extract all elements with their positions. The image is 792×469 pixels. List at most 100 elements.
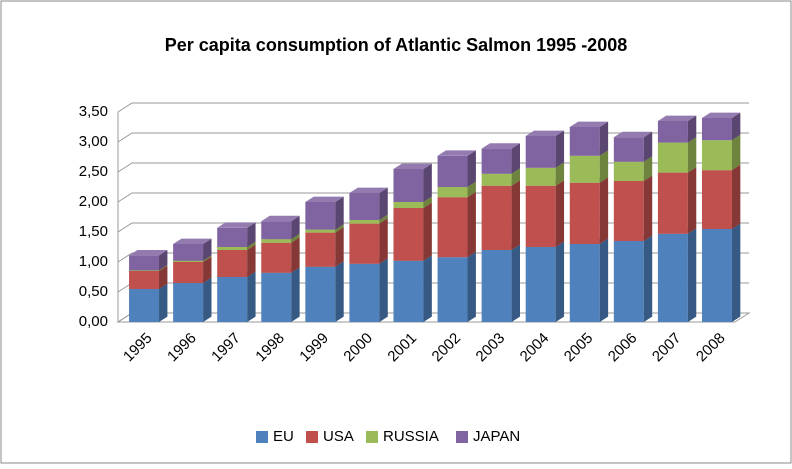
bar-front bbox=[173, 262, 204, 283]
bar-top bbox=[305, 196, 344, 202]
bar-top bbox=[701, 112, 741, 118]
bar-side bbox=[159, 250, 168, 271]
bar-segment bbox=[613, 235, 653, 322]
bar-side bbox=[247, 222, 256, 247]
y-tick-label: 0,50 bbox=[79, 283, 108, 300]
bar-top bbox=[657, 115, 697, 121]
bar-side bbox=[203, 256, 212, 283]
bar-segment bbox=[569, 121, 609, 156]
bar-front bbox=[701, 229, 732, 322]
y-tick-label: 2,50 bbox=[79, 163, 108, 180]
bar-front bbox=[657, 121, 688, 143]
bar-segment bbox=[569, 177, 609, 244]
bar-side bbox=[511, 143, 520, 174]
bar-front bbox=[525, 247, 556, 322]
bar-side bbox=[687, 137, 697, 173]
bar-side bbox=[203, 277, 212, 322]
legend-label: EU bbox=[273, 428, 294, 445]
bar-front bbox=[173, 283, 204, 322]
legend-swatch bbox=[456, 431, 468, 443]
bar-front bbox=[437, 197, 468, 258]
bar-side bbox=[291, 215, 300, 240]
bar-segment bbox=[129, 283, 168, 322]
bar-front bbox=[129, 271, 160, 289]
bar-segment bbox=[305, 196, 344, 230]
bar-front bbox=[217, 247, 248, 250]
bar-front bbox=[569, 127, 600, 156]
bar-segment bbox=[393, 163, 432, 202]
bar-side bbox=[643, 175, 653, 241]
bar-front bbox=[393, 260, 424, 322]
bar-segment bbox=[437, 150, 476, 187]
bar-front bbox=[305, 229, 336, 233]
bar-side bbox=[159, 283, 168, 322]
bar-segment bbox=[481, 180, 520, 250]
bar-front bbox=[437, 155, 468, 187]
bar-front bbox=[393, 169, 424, 202]
bar-side bbox=[511, 244, 520, 322]
bar-front bbox=[613, 137, 644, 162]
bar-top bbox=[437, 150, 476, 156]
bar-side bbox=[511, 180, 520, 250]
bar-side bbox=[379, 214, 388, 224]
bar-side bbox=[555, 180, 565, 247]
bar-segment bbox=[393, 255, 432, 322]
bar-segment bbox=[305, 227, 344, 267]
bar-front bbox=[261, 239, 292, 243]
bar-side bbox=[467, 191, 476, 258]
bar-side bbox=[379, 218, 388, 264]
chart-title: Per capita consumption of Atlantic Salmo… bbox=[165, 35, 627, 55]
bar-front bbox=[481, 250, 512, 322]
bar-side bbox=[423, 255, 432, 322]
bar-side bbox=[335, 261, 344, 322]
bar-segment bbox=[701, 112, 741, 141]
bar-front bbox=[261, 242, 292, 273]
bar-front bbox=[349, 193, 380, 220]
bar-front bbox=[393, 208, 424, 261]
bar-front bbox=[305, 232, 336, 267]
bar-front bbox=[481, 185, 512, 250]
bar-front bbox=[569, 244, 600, 322]
bar-segment bbox=[525, 241, 565, 322]
bar-front bbox=[129, 255, 160, 271]
bar-front bbox=[701, 140, 732, 171]
bar-side bbox=[423, 196, 432, 208]
bar-front bbox=[613, 181, 644, 241]
bar-segment bbox=[173, 238, 212, 261]
y-tick-label: 3,00 bbox=[79, 133, 108, 150]
bar-front bbox=[657, 142, 688, 173]
bar-top bbox=[261, 215, 300, 222]
bar-segment bbox=[349, 258, 388, 322]
bar-segment bbox=[437, 191, 476, 258]
bar-side bbox=[687, 167, 697, 234]
bar-front bbox=[129, 289, 160, 322]
bar-side bbox=[731, 112, 741, 141]
bar-front bbox=[701, 170, 732, 229]
bar-front bbox=[525, 136, 556, 168]
bar-side bbox=[643, 235, 653, 322]
bar-side bbox=[731, 164, 741, 229]
bar-side bbox=[247, 271, 256, 322]
bar-top bbox=[129, 250, 168, 256]
bar-segment bbox=[261, 215, 300, 240]
bar-front bbox=[525, 185, 556, 247]
bar-segment bbox=[657, 167, 697, 234]
bar-side bbox=[335, 224, 344, 233]
bar-front bbox=[129, 270, 160, 271]
bar-side bbox=[599, 121, 609, 156]
bar-side bbox=[467, 150, 476, 187]
bar-side bbox=[423, 163, 432, 202]
grid-line bbox=[117, 102, 749, 113]
legend-label: RUSSIA bbox=[383, 428, 439, 445]
bar-segment bbox=[569, 238, 609, 322]
bar-segment bbox=[481, 244, 520, 322]
bar-segment bbox=[261, 267, 300, 322]
bar-segment bbox=[657, 228, 697, 322]
bar-segment bbox=[305, 261, 344, 322]
bar-side bbox=[467, 181, 476, 198]
legend-label: USA bbox=[323, 428, 354, 445]
bar-side bbox=[731, 134, 741, 171]
bar-segment bbox=[701, 223, 741, 322]
bar-side bbox=[687, 228, 697, 322]
